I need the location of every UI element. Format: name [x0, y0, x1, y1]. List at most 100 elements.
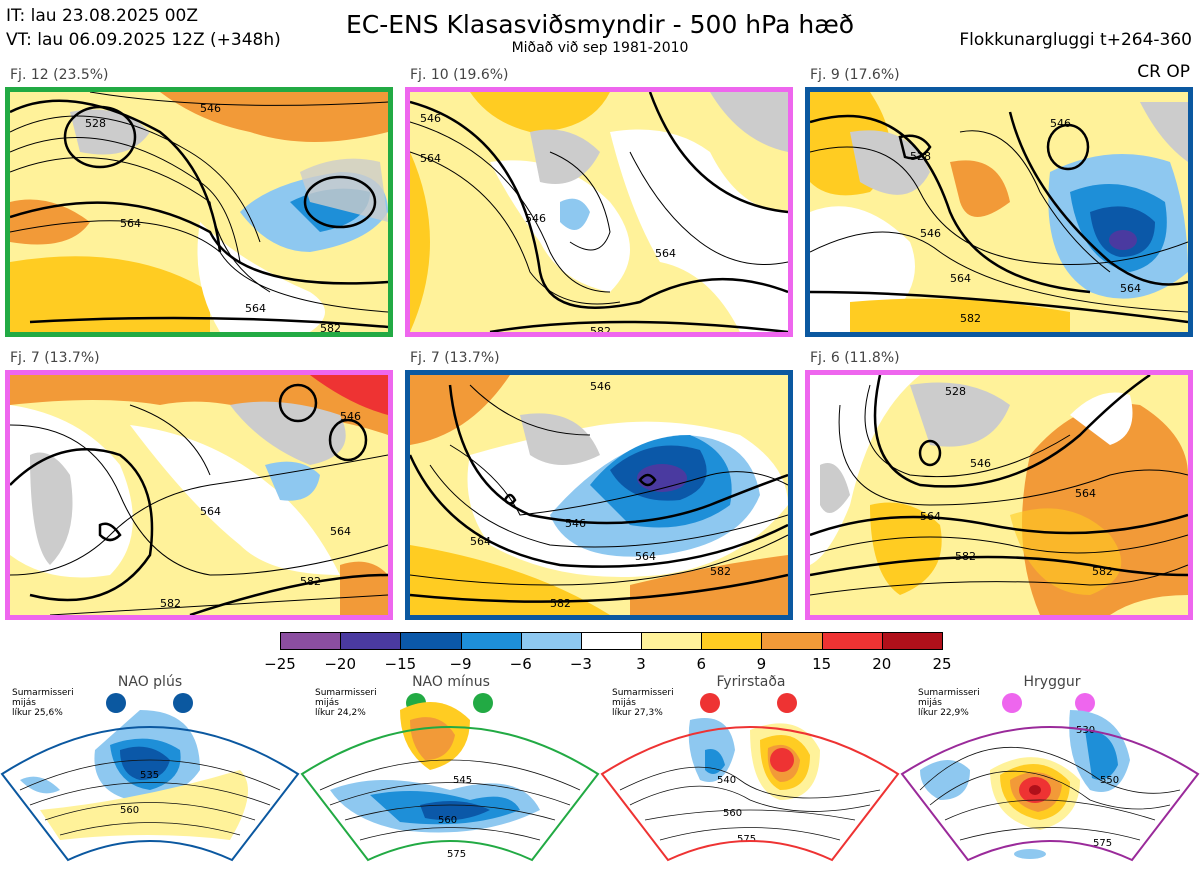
contour-label: 564	[120, 217, 141, 230]
contour-label: 528	[85, 117, 106, 130]
panel-3-label: Fj. 9 (17.6%)	[810, 67, 900, 83]
contour-label: 582	[320, 322, 341, 332]
colorbar-tick-label: 6	[696, 655, 707, 673]
panel-4-label: Fj. 7 (13.7%)	[10, 350, 100, 366]
contour-label: 560	[723, 808, 742, 819]
colorbar-segment	[280, 632, 342, 650]
colorbar-tick-label: −15	[384, 655, 417, 673]
contour-label: 546	[420, 112, 441, 125]
contour-label: 582	[960, 312, 981, 325]
contour-label: 535	[140, 770, 159, 781]
panel-6-label: Fj. 6 (11.8%)	[810, 350, 900, 366]
colorbar-segment	[761, 632, 823, 650]
panel-map-4: 546 564 564 582 582	[5, 370, 393, 620]
contour-label: 546	[590, 380, 611, 393]
contour-label: 582	[160, 597, 181, 610]
contour-label: 564	[470, 535, 491, 548]
contour-label: 546	[565, 517, 586, 530]
regime-label-nao-minus: NAO mínus	[412, 674, 490, 690]
regime-map-blocking: 540 560 575	[600, 718, 900, 862]
panel-map-1: 528 546 564 564 582	[5, 87, 393, 337]
colorbar	[280, 632, 943, 652]
panel-map-3: 528 546 546 564 564 582	[805, 87, 1193, 337]
contour-label: 564	[635, 550, 656, 563]
colorbar-segment	[881, 632, 943, 650]
contour-label: 564	[655, 247, 676, 260]
contour-label: 560	[120, 805, 139, 816]
regime-info-4: Sumarmisseri mijás líkur 22,9%	[918, 688, 980, 718]
contour-label: 564	[245, 302, 266, 315]
colorbar-tick-label: −6	[509, 655, 532, 673]
panel-1-label: Fj. 12 (23.5%)	[10, 67, 109, 83]
contour-label: 546	[200, 102, 221, 115]
contour-label: 540	[717, 775, 736, 786]
panel-map-5: 546 546 564 564 582 582	[405, 370, 793, 620]
colorbar-tick-label: 25	[932, 655, 952, 673]
colorbar-tick-label: −20	[324, 655, 356, 673]
classification-window: Flokkunargluggi t+264-360	[959, 30, 1192, 50]
contour-label: 575	[447, 849, 466, 860]
contour-label: 582	[590, 325, 611, 332]
contour-label: 575	[1093, 838, 1112, 849]
contour-label: 582	[300, 575, 321, 588]
colorbar-tick-label: 9	[756, 655, 767, 673]
contour-label: 546	[340, 410, 361, 423]
page-title: EC-ENS Klasasviðsmyndir - 500 hPa hæð	[345, 10, 855, 39]
contour-label: 546	[970, 457, 991, 470]
contour-label: 528	[945, 385, 966, 398]
contour-label: 582	[955, 550, 976, 563]
header-left: IT: lau 23.08.2025 00Z VT: lau 06.09.202…	[6, 4, 281, 52]
contour-label: 564	[330, 525, 351, 538]
contour-label: 582	[550, 597, 571, 610]
contour-label: 545	[453, 775, 472, 786]
init-time: IT: lau 23.08.2025 00Z	[6, 6, 198, 26]
cr-op-label: CR OP	[1137, 62, 1190, 82]
contour-label: 528	[910, 150, 931, 163]
regime-dot	[700, 693, 720, 713]
page-subtitle: Miðað við sep 1981-2010	[511, 40, 689, 56]
contour-label: 575	[737, 834, 756, 845]
colorbar-tick-label: 3	[636, 655, 646, 673]
contour-label: 564	[200, 505, 221, 518]
valid-time: VT: lau 06.09.2025 12Z (+348h)	[6, 30, 281, 50]
regime-map-nao-plus: 535 560	[0, 710, 300, 862]
colorbar-segment	[641, 632, 703, 650]
contour-label: 564	[1120, 282, 1141, 295]
contour-label: 546	[1050, 117, 1071, 130]
contour-label: 582	[1092, 565, 1113, 578]
contour-label: 564	[420, 152, 441, 165]
colorbar-tick-label: −3	[569, 655, 592, 673]
colorbar-segment	[580, 632, 643, 650]
regime-info-3: Sumarmisseri mijás líkur 27,3%	[612, 688, 674, 718]
contour-label: 546	[920, 227, 941, 240]
regime-info-2: Sumarmisseri mijás líkur 24,2%	[315, 688, 377, 718]
colorbar-tick-label: 20	[872, 655, 892, 673]
contour-label: 560	[438, 815, 457, 826]
contour-label: 546	[525, 212, 546, 225]
regime-info-1: Sumarmisseri mijás líkur 25,6%	[12, 688, 74, 718]
panel-map-6: 528 546 564 564 582 582	[805, 370, 1193, 620]
regime-dot	[106, 693, 126, 713]
panel-map-2: 546 564 546 564 582	[405, 87, 793, 337]
panel-5-label: Fj. 7 (13.7%)	[410, 350, 500, 366]
colorbar-segment	[520, 632, 582, 650]
regime-map-nao-minus: 545 560 575	[300, 702, 600, 862]
colorbar-segment	[460, 632, 522, 650]
panel-2-label: Fj. 10 (19.6%)	[410, 67, 509, 83]
regime-map-ridge: 530 550 575	[900, 710, 1200, 862]
contour-label: 564	[920, 510, 941, 523]
colorbar-segment	[821, 632, 883, 650]
regime-dot	[173, 693, 193, 713]
regime-dot	[473, 693, 493, 713]
colorbar-segment	[701, 632, 763, 650]
colorbar-tick-label: −9	[449, 655, 472, 673]
colorbar-tick-label: 15	[812, 655, 832, 673]
regime-dot	[1075, 693, 1095, 713]
contour-label: 550	[1100, 775, 1119, 786]
colorbar-segment	[340, 632, 402, 650]
regime-maps: 535 560 545 560 575	[0, 702, 1200, 862]
regime-label-ridge: Hryggur	[1023, 674, 1081, 690]
contour-label: 564	[950, 272, 971, 285]
colorbar-tick-label: −25	[264, 655, 296, 673]
contour-label: 582	[710, 565, 731, 578]
